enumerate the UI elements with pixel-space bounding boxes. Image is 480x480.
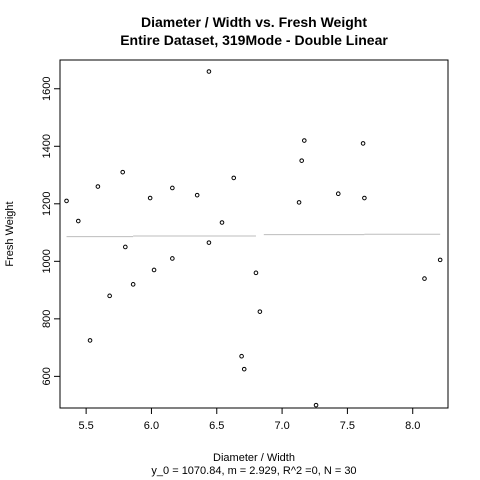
y-tick-label-2: 800 — [41, 310, 53, 328]
chart-footer-stats: y_0 = 1070.84, m = 2.929, R^2 =0, N = 30 — [151, 465, 356, 477]
data-point-7 — [123, 244, 128, 250]
fit-line-group — [66, 233, 441, 238]
data-points-group — [64, 69, 443, 408]
data-point-8 — [130, 282, 136, 287]
data-point-6 — [120, 169, 126, 175]
y-tick-label-3: 1000 — [41, 249, 53, 273]
data-point-22 — [296, 200, 302, 205]
data-point-11 — [170, 256, 175, 261]
x-tick-label-4: 7.0 — [274, 420, 289, 432]
y-tick-label-4: 1200 — [41, 192, 53, 216]
data-point-3 — [87, 338, 93, 343]
data-point-26 — [335, 191, 341, 197]
x-axis: 5.5 6.0 6.5 7.0 7.5 8.0 — [78, 407, 420, 432]
y-axis-label: Fresh Weight — [4, 201, 16, 266]
chart-title: Diameter / Width vs. Fresh Weight — [141, 14, 367, 30]
y-axis: 600 800 1000 1200 1400 1600 — [41, 77, 61, 386]
x-tick-label-3: 6.5 — [209, 420, 224, 432]
data-point-24 — [301, 138, 307, 143]
x-axis-label: Diameter / Width — [213, 452, 295, 464]
data-point-25 — [313, 402, 319, 408]
data-point-13 — [194, 192, 200, 198]
data-point-12 — [170, 185, 175, 191]
data-point-2 — [75, 218, 81, 224]
x-tick-label-1: 5.5 — [78, 420, 93, 432]
data-point-28 — [362, 195, 367, 201]
data-point-15 — [206, 69, 212, 74]
data-point-20 — [253, 270, 259, 276]
data-point-4 — [95, 184, 101, 189]
data-point-23 — [299, 158, 304, 163]
data-point-30 — [437, 257, 443, 263]
data-point-18 — [239, 353, 244, 359]
y-tick-label-6: 1600 — [41, 77, 53, 101]
x-tick-label-5: 7.5 — [340, 420, 355, 432]
data-point-5 — [107, 293, 112, 299]
data-point-21 — [257, 309, 263, 314]
data-point-9 — [147, 195, 153, 201]
y-tick-label-5: 1400 — [41, 134, 53, 158]
x-tick-label-6: 8.0 — [405, 420, 420, 432]
x-tick-label-2: 6.0 — [144, 420, 159, 432]
data-point-19 — [241, 366, 247, 372]
data-point-14 — [206, 240, 212, 245]
data-point-16 — [219, 220, 225, 225]
data-point-1 — [64, 198, 69, 204]
data-point-10 — [151, 267, 157, 273]
data-point-17 — [231, 175, 237, 181]
data-point-27 — [360, 141, 366, 146]
data-point-29 — [422, 276, 427, 281]
y-tick-label-1: 600 — [41, 367, 53, 385]
chart-subtitle: Entire Dataset, 319Mode - Double Linear — [120, 32, 388, 48]
